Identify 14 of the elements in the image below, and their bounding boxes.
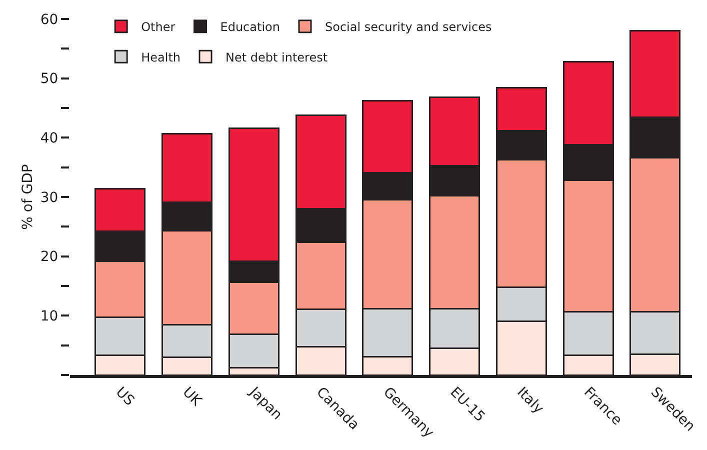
x-tick-label: UK [179, 384, 205, 410]
y-tick-label: 30 [40, 190, 58, 206]
legend-label: Other [141, 20, 176, 34]
y-tick-label: 50 [40, 71, 58, 88]
y-axis-title: % of GDP [20, 164, 36, 230]
legend-label: Education [220, 20, 280, 34]
y-tick-label: 60 [40, 12, 58, 28]
x-tick-label: US [112, 384, 138, 410]
legend-label: Social security and services [324, 20, 492, 34]
legend-label: Net debt interest [226, 50, 328, 64]
y-tick-label: 10 [40, 308, 58, 325]
y-tick-label: 40 [40, 130, 58, 147]
y-tick-label: 20 [40, 249, 58, 266]
legend-label: Health [141, 50, 181, 64]
